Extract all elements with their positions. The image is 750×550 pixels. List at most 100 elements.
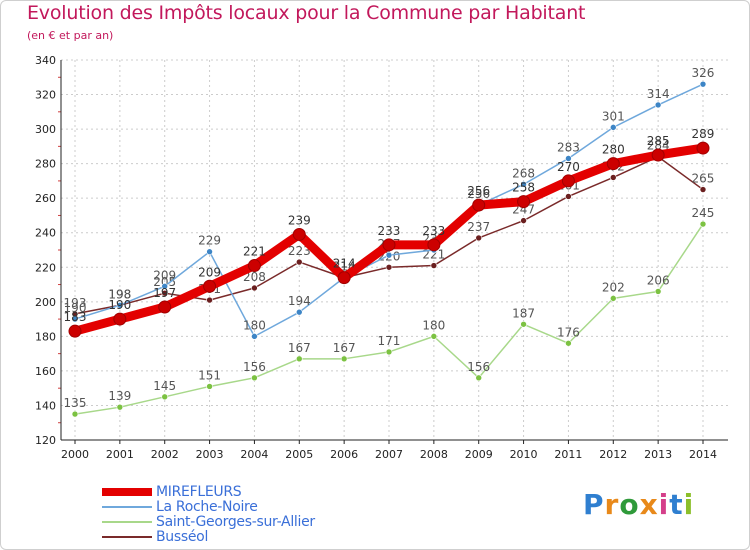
buss-ol-data-label: 223 [288,244,311,258]
mirefleurs-data-label: 270 [557,160,580,174]
saint-georges-sur-allier-data-label: 171 [378,334,401,348]
la-roche-noire-data-label: 198 [108,287,131,301]
la-roche-noire-data-label: 194 [288,294,311,308]
legend-label: La Roche-Noire [156,498,258,515]
logo-letter: i [683,488,695,521]
la-roche-noire-data-label: 268 [512,166,535,180]
saint-georges-sur-allier-point [385,348,393,356]
buss-ol-point [206,296,213,304]
mirefleurs-data-label: 280 [602,143,625,157]
y-tick-label: 120 [35,434,56,447]
x-tick-label: 2004 [240,448,268,461]
la-roche-noire-point [699,80,707,88]
saint-georges-sur-allier-data-label: 139 [108,389,131,403]
saint-georges-sur-allier-point [565,339,572,347]
y-tick-label: 160 [35,365,56,378]
mirefleurs-point [337,271,351,285]
saint-georges-sur-allier-data-label: 156 [243,360,266,374]
legend-label: Saint-Georges-sur-Allier [156,513,315,530]
saint-georges-sur-allier-point [295,355,303,363]
buss-ol-data-label: 205 [153,275,176,289]
proxiti-logo: Proxiti [583,488,694,521]
mirefleurs-data-label: 214 [333,257,356,271]
saint-georges-sur-allier-data-label: 167 [333,341,356,355]
y-tick-label: 140 [35,399,56,412]
mirefleurs-point [696,141,710,155]
buss-ol-data-label: 208 [243,270,266,284]
la-roche-noire-data-label: 314 [647,87,670,101]
la-roche-noire-point [161,282,169,290]
legend-swatch [102,505,152,508]
la-roche-noire-point [654,101,662,109]
x-tick-label: 2014 [689,448,717,461]
saint-georges-sur-allier-point [206,383,213,390]
la-roche-noire-point [295,308,303,316]
x-tick-label: 2002 [151,448,179,461]
buss-ol-point [475,234,483,242]
legend-swatch [102,535,152,538]
x-tick-label: 2012 [599,448,627,461]
mirefleurs-point [158,300,172,314]
saint-georges-sur-allier-point [71,410,79,418]
saint-georges-sur-allier-point [475,374,483,382]
legend-item: La Roche-Noire [102,498,315,515]
saint-georges-sur-allier-data-label: 151 [198,368,221,382]
la-roche-noire-point [116,301,124,309]
la-roche-noire-point [385,251,393,259]
buss-ol-point [385,263,393,271]
mirefleurs-point [561,174,575,188]
logo-letter: i [658,488,670,521]
x-tick-label: 2009 [465,448,493,461]
mirefleurs-point [517,195,531,209]
la-roche-noire-point [251,333,258,340]
x-tick-label: 2011 [554,448,582,461]
saint-georges-sur-allier-data-label: 167 [288,341,311,355]
chart-subtitle: (en € et par an) [27,29,114,42]
buss-ol-point [251,284,258,292]
la-roche-noire-data-label: 180 [243,318,266,332]
la-roche-noire-data-label: 283 [557,140,580,154]
la-roche-noire-point [71,315,79,323]
y-tick-label: 200 [35,296,56,309]
saint-georges-sur-allier-point [699,220,707,228]
mirefleurs-data-label: 256 [467,184,490,198]
mirefleurs-point [427,238,441,252]
saint-georges-sur-allier-data-label: 176 [557,325,580,339]
x-tick-label: 2013 [644,448,672,461]
x-tick-label: 2005 [285,448,313,461]
saint-georges-sur-allier-data-label: 245 [692,206,715,220]
buss-ol-data-label: 284 [647,139,670,153]
saint-georges-sur-allier-point [430,333,438,340]
x-tick-label: 2008 [420,448,448,461]
mirefleurs-data-label: 233 [422,224,445,238]
mirefleurs-data-label: 183 [64,310,87,324]
saint-georges-sur-allier-point [116,403,124,411]
saint-georges-sur-allier-point [520,320,527,328]
buss-ol-point [520,217,527,224]
mirefleurs-point [203,279,217,293]
la-roche-noire-point [206,248,213,256]
la-roche-noire-data-label: 256 [467,187,490,201]
saint-georges-sur-allier-data-label: 180 [422,318,445,332]
buss-ol-point [161,289,169,297]
y-tick-label: 300 [35,123,56,136]
y-tick-label: 180 [35,330,56,343]
mirefleurs-point [247,259,261,273]
logo-letter: r [604,488,620,521]
saint-georges-sur-allier-data-label: 206 [647,273,670,287]
saint-georges-sur-allier-data-label: 145 [153,379,176,393]
saint-georges-sur-allier-data-label: 135 [64,396,87,410]
legend-item: Saint-Georges-sur-Allier [102,513,315,530]
la-roche-noire-point [520,181,527,188]
y-tick-label: 340 [35,54,56,67]
y-tick-label: 240 [35,227,56,240]
mirefleurs-data-label: 209 [198,265,221,279]
saint-georges-sur-allier-data-label: 202 [602,280,625,294]
legend-item: MIREFLEURS [102,484,315,500]
mirefleurs-data-label: 289 [692,127,715,141]
saint-georges-sur-allier-point [161,393,169,401]
y-tick-label: 280 [35,158,56,171]
mirefleurs-data-label: 258 [512,181,535,195]
buss-ol-data-label: 237 [467,220,490,234]
